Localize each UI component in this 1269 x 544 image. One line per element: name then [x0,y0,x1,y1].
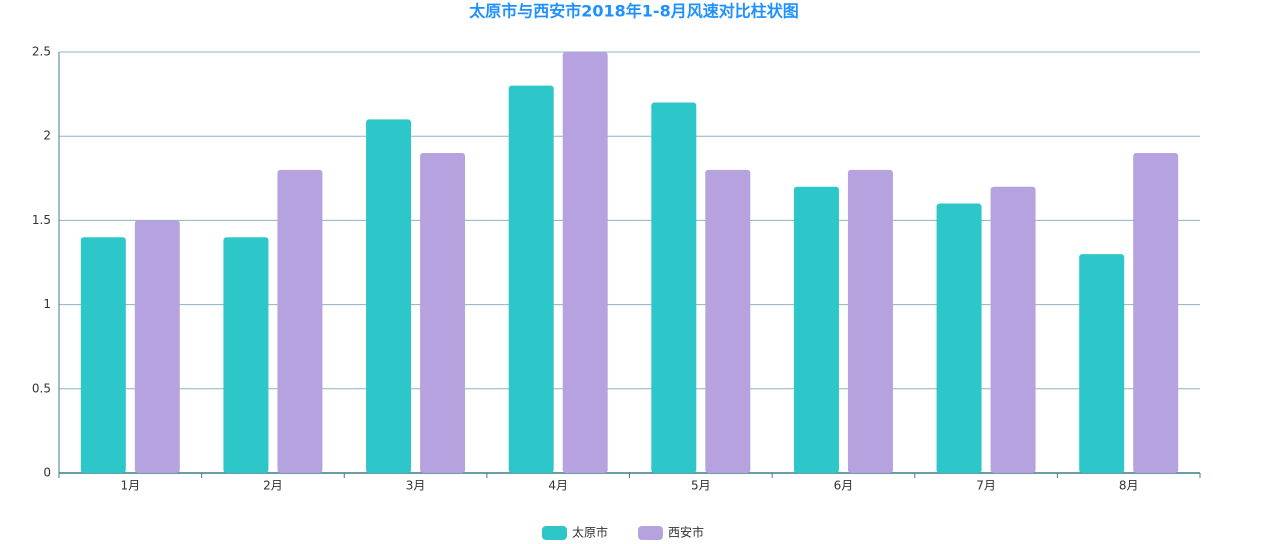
x-tick-label: 2月 [263,479,283,493]
legend-label: 西安市 [668,525,704,540]
y-tick-label: 1 [43,297,51,311]
bar [134,220,180,473]
x-tick-label: 5月 [691,479,711,493]
bar [562,52,608,473]
x-tick-label: 1月 [120,479,140,493]
y-tick-label: 2.5 [32,45,51,59]
x-tick-label: 7月 [976,479,996,493]
bar [223,237,269,473]
bar [1079,254,1125,473]
x-tick-label: 8月 [1119,479,1139,493]
bar [847,169,893,473]
x-tick-label: 3月 [406,479,426,493]
y-tick-label: 2 [43,129,51,143]
bar [420,153,466,474]
bar [80,237,126,473]
bar [793,186,839,473]
x-tick-label: 6月 [834,479,854,493]
bar [705,169,751,473]
y-tick-label: 0 [43,466,51,480]
bar [1133,153,1179,474]
bar [277,169,323,473]
bar [508,85,554,474]
legend-label: 太原市 [572,525,608,540]
x-tick-label: 4月 [548,479,568,493]
bar [651,102,697,474]
chart-title: 太原市与西安市2018年1-8月风速对比柱状图 [468,2,798,21]
y-tick-label: 0.5 [32,381,51,395]
bar [990,186,1036,473]
legend-swatch [542,526,567,540]
bar [936,203,982,473]
y-tick-label: 1.5 [32,213,51,227]
legend-swatch [638,526,663,540]
bar [366,119,412,474]
